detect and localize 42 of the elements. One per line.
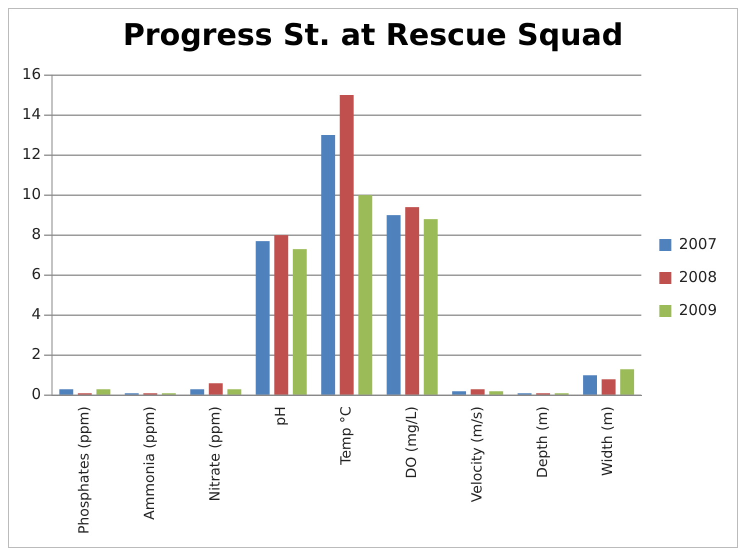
x-tick-label: Width (m) xyxy=(600,406,616,476)
x-tick-label: Depth (m) xyxy=(534,406,551,478)
bar xyxy=(358,195,372,395)
bar xyxy=(470,389,485,395)
bar xyxy=(340,95,354,395)
y-tick-label: 10 xyxy=(22,185,42,204)
legend-label: 2008 xyxy=(678,268,718,286)
bar xyxy=(620,369,634,395)
bar xyxy=(452,391,466,395)
y-tick-label: 2 xyxy=(32,345,42,364)
x-tick-label: Phosphates (ppm) xyxy=(76,406,92,534)
bar xyxy=(321,135,336,395)
bar xyxy=(59,389,74,395)
bar xyxy=(274,235,288,395)
chart-title: Progress St. at Rescue Squad xyxy=(122,18,624,53)
y-tick-label: 14 xyxy=(22,104,42,123)
bar xyxy=(405,207,420,395)
bar xyxy=(489,391,504,395)
x-tick-label: Ammonia (ppm) xyxy=(142,406,158,520)
legend-label: 2007 xyxy=(678,234,718,253)
y-tick-label: 16 xyxy=(22,64,42,83)
bar xyxy=(208,383,223,395)
bar xyxy=(256,241,270,395)
bar xyxy=(227,389,242,395)
y-tick-label: 8 xyxy=(32,225,42,244)
bar xyxy=(292,249,307,395)
x-tick-label: DO (mg/L) xyxy=(404,406,420,479)
x-tick-label: Temp °C xyxy=(338,406,354,466)
x-tick-label: Velocity (m/s) xyxy=(469,406,486,502)
x-tick-label: pH xyxy=(272,406,289,426)
x-tick-label: Nitrate (ppm) xyxy=(207,406,224,502)
bar xyxy=(602,379,616,395)
y-tick-label: 12 xyxy=(22,144,42,163)
bar xyxy=(583,375,597,395)
bar xyxy=(424,219,438,395)
bar xyxy=(190,389,204,395)
y-tick-label: 6 xyxy=(32,265,42,284)
y-tick-label: 0 xyxy=(32,385,42,404)
bar xyxy=(96,389,110,395)
bar xyxy=(386,215,401,395)
y-tick-label: 4 xyxy=(32,305,42,324)
legend-label: 2009 xyxy=(678,300,718,319)
